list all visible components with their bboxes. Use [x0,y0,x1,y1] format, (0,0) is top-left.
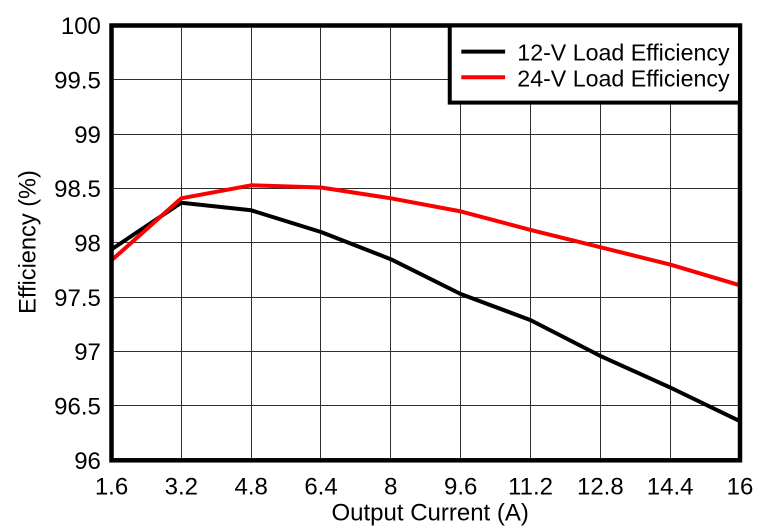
svg-text:9.6: 9.6 [444,474,477,501]
svg-text:98: 98 [74,231,101,258]
svg-text:16: 16 [727,474,754,501]
svg-text:8: 8 [384,474,397,501]
svg-text:97: 97 [74,339,101,366]
svg-text:Efficiency (%): Efficiency (%) [15,170,41,314]
svg-text:12.8: 12.8 [577,474,624,501]
svg-text:99: 99 [74,122,101,149]
svg-text:98.5: 98.5 [54,176,101,203]
svg-text:14.4: 14.4 [647,474,694,501]
svg-text:6.4: 6.4 [304,474,337,501]
svg-text:Output Current (A): Output Current (A) [331,499,528,526]
svg-text:24-V Load Efficiency: 24-V Load Efficiency [517,65,730,91]
svg-text:12-V Load Efficiency: 12-V Load Efficiency [517,40,730,66]
svg-text:97.5: 97.5 [54,285,101,312]
svg-text:1.6: 1.6 [95,474,128,501]
svg-text:3.2: 3.2 [165,474,198,501]
svg-text:100: 100 [61,13,101,40]
svg-text:11.2: 11.2 [508,474,553,501]
svg-text:99.5: 99.5 [54,67,101,94]
svg-text:96.5: 96.5 [54,394,101,421]
svg-text:96: 96 [74,448,101,475]
svg-text:4.8: 4.8 [234,474,267,501]
